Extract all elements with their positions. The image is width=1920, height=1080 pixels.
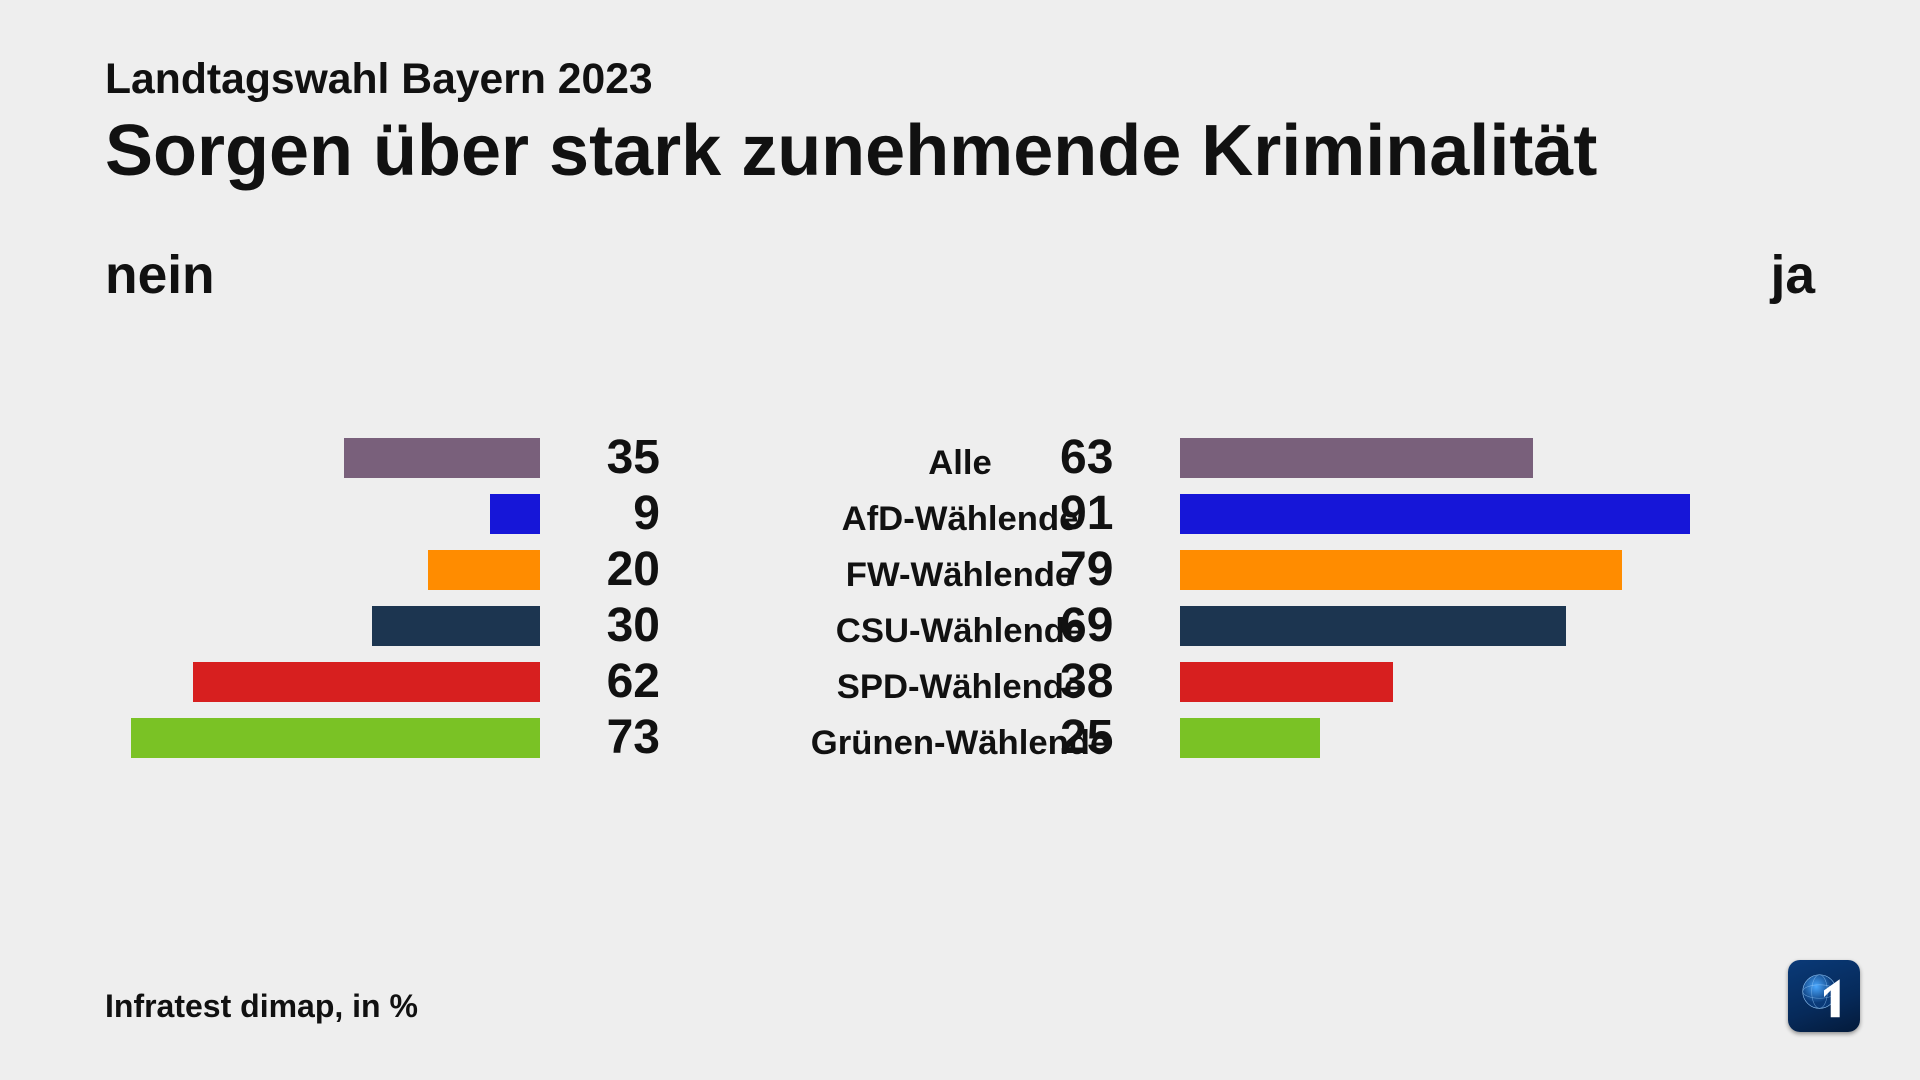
chart-row: 30CSU-Wählende69 <box>0 598 1920 654</box>
bar-ja <box>1180 550 1622 590</box>
value-nein: 9 <box>633 494 660 534</box>
value-ja: 69 <box>1060 606 1113 646</box>
bar-nein <box>193 662 540 702</box>
chart-row: 35Alle63 <box>0 430 1920 486</box>
broadcaster-logo <box>1788 960 1860 1032</box>
bar-ja <box>1180 494 1690 534</box>
bar-ja <box>1180 438 1533 478</box>
chart-supertitle: Landtagswahl Bayern 2023 <box>105 55 653 104</box>
bar-nein <box>344 438 540 478</box>
value-nein: 20 <box>607 550 660 590</box>
bar-ja <box>1180 718 1320 758</box>
chart-source: Infratest dimap, in % <box>105 988 418 1025</box>
value-ja: 79 <box>1060 550 1113 590</box>
value-nein: 30 <box>607 606 660 646</box>
value-ja: 63 <box>1060 438 1113 478</box>
chart-row: 62SPD-Wählende38 <box>0 654 1920 710</box>
chart-row: 9AfD-Wählende91 <box>0 486 1920 542</box>
value-ja: 25 <box>1060 718 1113 758</box>
diverging-bar-chart: 35Alle639AfD-Wählende9120FW-Wählende7930… <box>0 430 1920 766</box>
bar-ja <box>1180 606 1566 646</box>
axis-label-nein: nein <box>105 245 215 306</box>
chart-row: 20FW-Wählende79 <box>0 542 1920 598</box>
value-ja: 38 <box>1060 662 1113 702</box>
globe-1-icon <box>1796 968 1852 1024</box>
bar-nein <box>372 606 540 646</box>
bar-nein <box>131 718 540 758</box>
value-nein: 62 <box>607 662 660 702</box>
chart-row: 73Grünen-Wählende25 <box>0 710 1920 766</box>
bar-ja <box>1180 662 1393 702</box>
bar-nein <box>490 494 540 534</box>
value-nein: 73 <box>607 718 660 758</box>
chart-title: Sorgen über stark zunehmende Kriminalitä… <box>105 110 1597 192</box>
axis-label-ja: ja <box>1771 245 1815 306</box>
bar-nein <box>428 550 540 590</box>
value-ja: 91 <box>1060 494 1113 534</box>
value-nein: 35 <box>607 438 660 478</box>
